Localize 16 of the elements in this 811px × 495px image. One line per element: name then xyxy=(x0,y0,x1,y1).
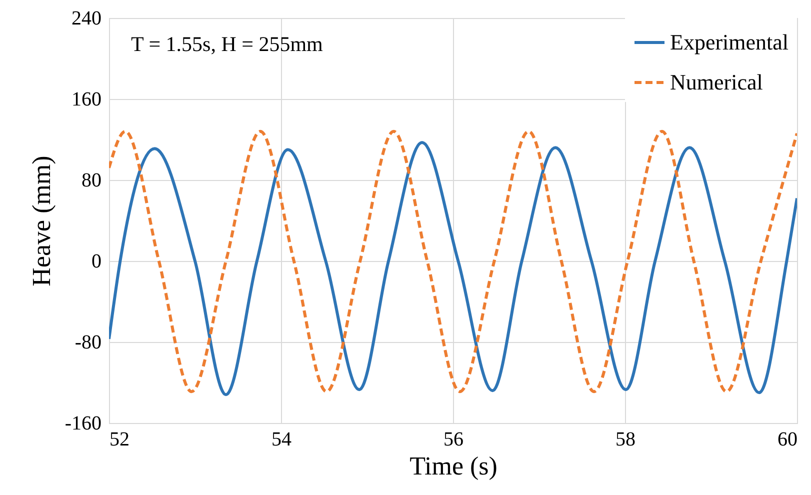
x-tick-label: 58 xyxy=(616,428,636,450)
y-tick-label: 240 xyxy=(72,8,102,30)
legend-label: Experimental xyxy=(670,30,789,54)
x-axis-title: Time (s) xyxy=(410,452,498,480)
x-tick-label: 56 xyxy=(444,428,464,450)
y-tick-label: 160 xyxy=(72,88,102,110)
y-tick-label: 80 xyxy=(82,170,102,192)
y-tick-label: -80 xyxy=(74,332,102,354)
x-tick-label: 54 xyxy=(272,428,292,450)
y-tick-label: -160 xyxy=(64,412,102,434)
x-tick-label: 52 xyxy=(110,428,130,450)
legend-label: Numerical xyxy=(670,70,763,94)
y-axis-title: Heave (mm) xyxy=(26,156,56,286)
x-tick-label: 60 xyxy=(778,428,798,450)
y-tick-label: 0 xyxy=(92,250,102,272)
annotation: T = 1.55s, H = 255mm xyxy=(131,32,323,56)
